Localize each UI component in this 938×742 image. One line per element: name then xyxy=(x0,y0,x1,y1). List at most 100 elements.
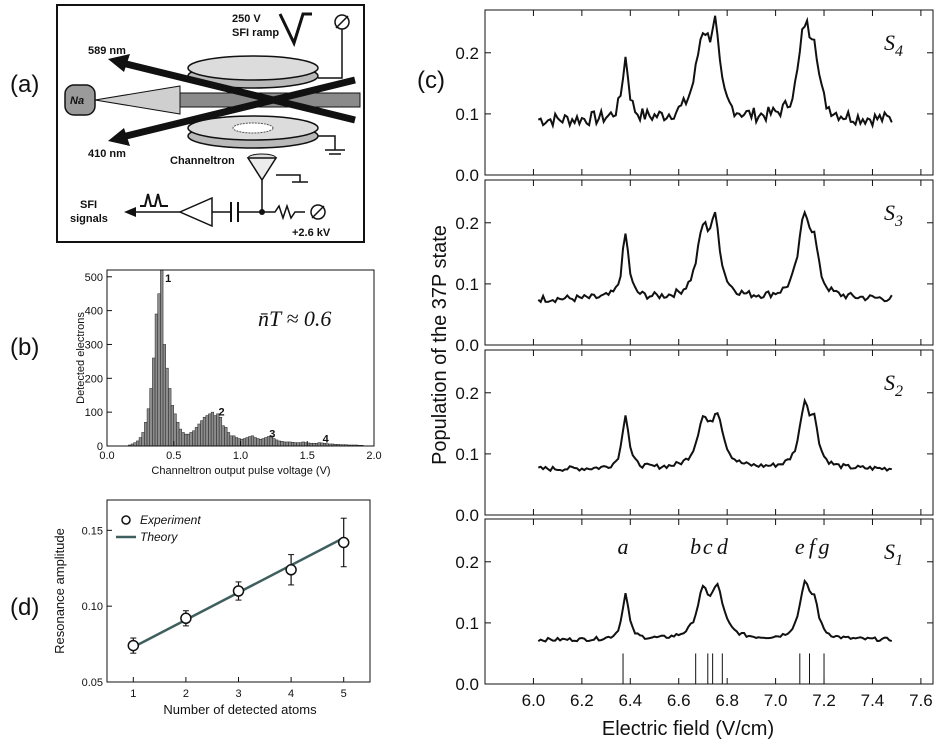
histogram-bar xyxy=(210,411,215,447)
amplitude-ytick-label: 0.10 xyxy=(82,601,103,613)
resistor-icon xyxy=(262,203,305,221)
top-plate-icon xyxy=(187,55,319,81)
channeltron-icon xyxy=(246,157,278,182)
histogram-bar xyxy=(221,425,225,447)
histogram-ytick-label: 300 xyxy=(85,339,103,351)
signals-label-1: SFI xyxy=(80,199,97,211)
spectrum-xtick-label: 6.8 xyxy=(715,691,739,710)
spectrum-xtick-label: 6.4 xyxy=(618,691,642,710)
histogram-bar xyxy=(189,432,193,447)
histogram-bar xyxy=(288,441,292,447)
panel-label-a: (a) xyxy=(10,71,39,98)
histogram-bar xyxy=(170,405,175,447)
histogram-bars xyxy=(128,269,364,447)
histogram-xtick-label: 0.0 xyxy=(99,450,114,462)
resonance-letter: a xyxy=(618,534,629,559)
amplitude-marks xyxy=(127,517,350,654)
ramp-source-slash xyxy=(335,15,349,29)
experiment-point xyxy=(232,585,245,597)
histogram-bar xyxy=(253,437,257,447)
laser-410-label: 410 nm xyxy=(88,148,126,160)
histogram-bar xyxy=(224,427,228,447)
source-label: Na xyxy=(70,95,84,107)
histogram-bar xyxy=(258,438,263,447)
experiment-point xyxy=(337,536,350,549)
histogram-bar xyxy=(149,388,153,447)
spectrum-line xyxy=(537,397,892,473)
histogram-bar xyxy=(282,441,287,447)
histogram-bar xyxy=(234,437,239,447)
spectrum-frame xyxy=(484,518,934,685)
amplitude-xtick-label: 2 xyxy=(183,688,189,700)
amplitude-xlabel: Number of detected atoms xyxy=(163,702,317,717)
spectrum-panel-S4: 0.0 0.1 0.2 S4 xyxy=(455,9,934,185)
histogram-bar xyxy=(186,433,191,447)
resonance-letter: b xyxy=(690,534,701,559)
histogram-bar xyxy=(290,442,295,447)
laser-589-beam xyxy=(117,58,356,124)
histogram-bar xyxy=(200,420,204,447)
ramp-waveform-icon xyxy=(278,12,312,48)
resonance-letter: f xyxy=(809,534,818,559)
histogram-peak-label: 3 xyxy=(269,428,275,440)
histogram-bar xyxy=(176,422,180,447)
histogram-ylabel: Detected electrons xyxy=(75,312,87,404)
histogram-bar xyxy=(213,415,217,447)
spectrum-line xyxy=(537,15,893,130)
histogram-bar xyxy=(184,433,188,447)
amplitude-xtick-label: 3 xyxy=(235,688,241,700)
histogram-ytick-label: 500 xyxy=(85,272,103,284)
histogram-bar xyxy=(250,435,255,447)
laser-410-beam xyxy=(117,76,356,142)
legend-experiment-label: Experiment xyxy=(140,513,201,527)
amplitude-xtick-label: 4 xyxy=(288,688,294,700)
histogram-bar xyxy=(194,427,199,447)
histogram-bar xyxy=(280,441,284,447)
experiment-point xyxy=(180,612,192,625)
amplitude-ytick-label: 0.15 xyxy=(82,525,103,537)
histogram-bar xyxy=(218,416,223,447)
histogram-chart: 0.0 0.5 1.0 1.5 2.0 0 100 200 300 400 500 1 2 3 4 Chan… xyxy=(75,269,382,477)
spectrum-xtick-label: 6.6 xyxy=(667,691,691,710)
histogram-bar xyxy=(242,438,247,447)
laser-589-label: 589 nm xyxy=(88,45,126,57)
histogram-bar xyxy=(160,269,164,447)
histogram-bar xyxy=(162,344,166,447)
resonance-letter: g xyxy=(819,534,830,559)
spectrum-ytick-label: 0.0 xyxy=(455,506,479,525)
histogram-bar xyxy=(165,367,169,447)
histogram-bar xyxy=(154,313,158,447)
spectrum-ytick-label: 0.2 xyxy=(455,384,479,403)
resonance-letter: e xyxy=(795,534,805,559)
series-label: S3 xyxy=(884,200,903,230)
spectrum-frame xyxy=(484,9,934,176)
histogram-ytick-label: 0 xyxy=(97,441,103,453)
series-label: S2 xyxy=(884,370,903,400)
spectrum-ytick-label: 0.0 xyxy=(455,675,479,694)
spectrum-xtick-label: 6.0 xyxy=(522,691,546,710)
panel-label-c: (c) xyxy=(417,67,445,94)
histogram-bar xyxy=(248,436,252,447)
histogram-bar xyxy=(208,413,212,447)
histogram-xtick-label: 0.5 xyxy=(166,450,181,462)
histogram-bar xyxy=(285,441,289,447)
series-label: S4 xyxy=(884,30,903,60)
histogram-bar xyxy=(277,440,281,447)
plate-ground-wire xyxy=(318,135,336,150)
amplifier-icon xyxy=(178,196,213,228)
ramp-label: SFI ramp xyxy=(232,27,279,39)
histogram-ytick-label: 100 xyxy=(85,407,103,419)
histogram-bar xyxy=(274,439,279,447)
amplitude-chart: 1 2 3 4 5 0.05 0.10 0.15 Number of detected ato… xyxy=(52,499,371,717)
histogram-bar xyxy=(136,440,140,447)
spectrum-panel-S3: 0.0 0.1 0.2 S3 xyxy=(455,179,934,355)
spectrum-ytick-label: 0.0 xyxy=(455,166,479,185)
spectrum-ytick-label: 0.1 xyxy=(455,445,479,464)
histogram-bar xyxy=(144,422,148,447)
spectrum-panel-S2: 0.0 0.1 0.2 S2 xyxy=(455,349,934,525)
panel-label-d: (d) xyxy=(10,594,39,621)
spectrum-line xyxy=(537,578,893,643)
spectrum-ytick-label: 0.2 xyxy=(455,553,479,572)
panel-label-b: (b) xyxy=(10,334,39,361)
histogram-bar xyxy=(301,441,305,447)
